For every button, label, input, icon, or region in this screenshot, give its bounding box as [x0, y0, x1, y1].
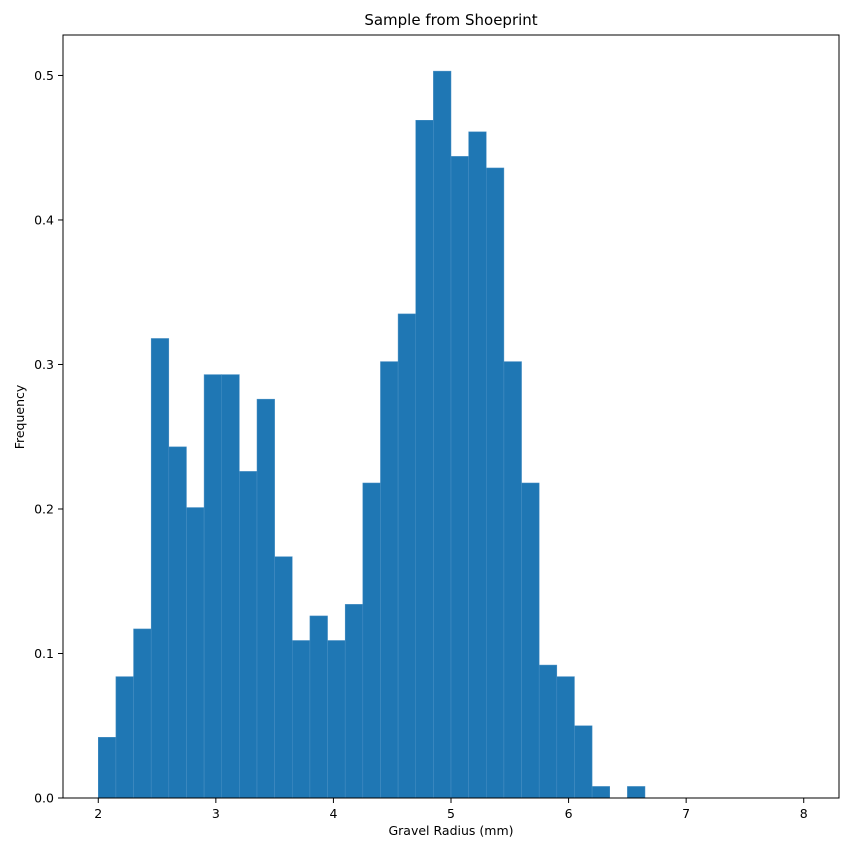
histogram-bar	[221, 374, 240, 799]
histogram-bar	[239, 471, 258, 799]
x-tick-label: 4	[329, 806, 337, 821]
histogram-bar	[309, 615, 328, 799]
histogram-bar	[327, 640, 346, 799]
histogram-bar	[168, 446, 187, 799]
x-axis-label: Gravel Radius (mm)	[388, 823, 513, 838]
x-tick-label: 3	[212, 806, 220, 821]
histogram-bar	[256, 398, 275, 799]
y-tick-label: 0.0	[34, 791, 54, 806]
histogram-bar	[574, 725, 593, 799]
y-tick-label: 0.5	[34, 68, 54, 83]
chart-title: Sample from Shoeprint	[364, 11, 537, 29]
y-tick-label: 0.3	[34, 357, 54, 372]
x-tick-label: 8	[800, 806, 808, 821]
plot-frame	[62, 34, 840, 799]
histogram-bar	[274, 556, 293, 799]
histogram-bar	[150, 338, 170, 799]
histogram-bar	[521, 482, 540, 799]
histogram-bar	[203, 374, 222, 799]
histogram-bar	[344, 604, 364, 799]
histogram-bar	[503, 361, 522, 799]
x-tick-label: 6	[565, 806, 573, 821]
histogram-bar	[486, 167, 505, 799]
histogram-bar	[627, 786, 646, 799]
histogram-bar	[133, 628, 152, 799]
histogram-bar	[186, 507, 205, 799]
histogram-bar	[450, 156, 469, 799]
x-axis-ticks: 2 3 4 5 6 7 8	[94, 798, 808, 821]
histogram-bar	[433, 70, 452, 799]
y-tick-label: 0.1	[34, 646, 54, 661]
histogram-bar	[556, 676, 575, 799]
histogram-bar	[98, 737, 117, 799]
histogram-bar	[362, 482, 381, 799]
y-axis-label: Frequency	[12, 384, 27, 449]
x-tick-label: 7	[682, 806, 690, 821]
y-tick-label: 0.4	[34, 212, 54, 227]
histogram-bar	[538, 664, 558, 799]
histogram-bar	[115, 676, 134, 799]
y-axis-ticks: 0.0 0.1 0.2 0.3 0.4 0.5	[34, 68, 63, 806]
bars-group	[98, 70, 646, 799]
histogram-bar	[468, 131, 487, 799]
x-tick-label: 5	[447, 806, 455, 821]
histogram-bar	[415, 120, 434, 799]
histogram-bar	[380, 361, 399, 799]
histogram-bar	[397, 313, 416, 799]
histogram-bar	[292, 640, 311, 799]
histogram-bar	[591, 786, 610, 799]
x-tick-label: 2	[94, 806, 102, 821]
y-tick-label: 0.2	[34, 501, 54, 516]
